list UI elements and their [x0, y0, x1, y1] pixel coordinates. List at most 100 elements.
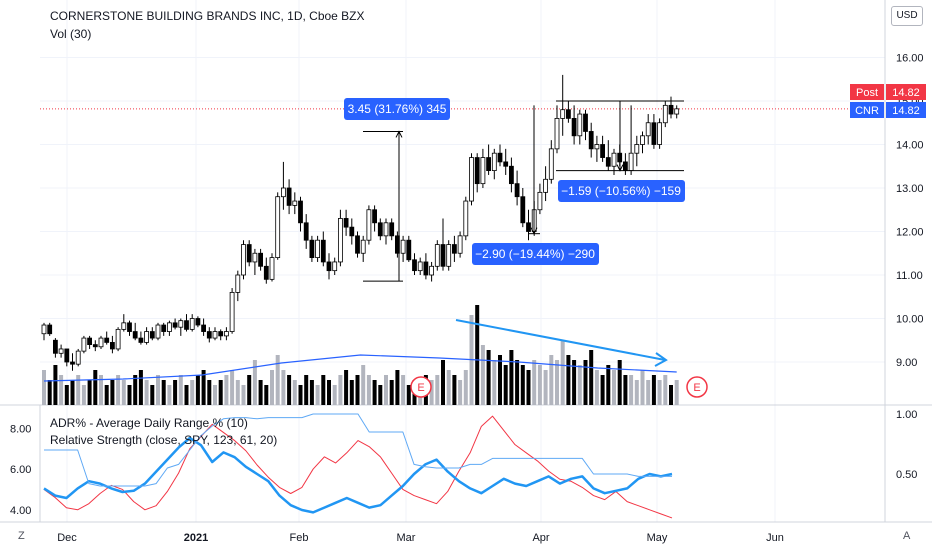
candle-body — [429, 265, 435, 276]
candle-body — [349, 226, 355, 237]
candle-body — [246, 244, 252, 263]
candle-body — [98, 337, 104, 348]
volume-bar — [480, 345, 485, 405]
candle-body — [178, 320, 184, 328]
volume-bar — [76, 375, 81, 405]
price-axis-tick: 11.00 — [896, 270, 923, 282]
volume-bar — [623, 375, 628, 405]
measure-down2-arrowhead — [616, 164, 624, 172]
volume-bar — [327, 380, 331, 405]
candle-body — [195, 318, 201, 326]
candle-body — [138, 337, 144, 343]
volume-bar — [651, 375, 656, 405]
time-axis-tick: 2021 — [184, 532, 208, 544]
volume-bar — [161, 380, 166, 405]
volume-bar — [53, 365, 58, 405]
candle-body — [377, 222, 383, 237]
indicator-right-tick: 0.50 — [896, 469, 917, 481]
candle-body — [269, 257, 275, 280]
volume-bar — [577, 365, 582, 405]
volume-bar — [498, 355, 502, 405]
time-axis-tick: Jun — [766, 532, 784, 544]
volume-bar — [224, 375, 229, 405]
volume-bar — [663, 375, 668, 405]
volume-bar — [520, 365, 525, 405]
volume-bar — [178, 375, 183, 405]
volume-bar — [93, 370, 98, 405]
candle-body — [87, 337, 92, 346]
candle-body — [309, 239, 315, 258]
candle-body — [389, 222, 395, 237]
volume-bar — [549, 355, 554, 405]
candle-body — [235, 274, 241, 293]
candle-body — [104, 337, 110, 343]
candle-body — [53, 339, 58, 354]
candle-body — [600, 144, 605, 158]
relative-strength-line — [43, 436, 673, 514]
volume-bar — [589, 350, 594, 405]
candle-body — [172, 322, 178, 328]
candle-body — [640, 135, 645, 145]
candle-body — [463, 200, 469, 237]
volume-bar — [372, 380, 377, 405]
volume-bar — [315, 385, 320, 405]
volume-trend-arrowhead — [654, 352, 668, 367]
candle-body — [634, 144, 640, 154]
candle-body — [457, 235, 463, 254]
chart-title: CORNERSTONE BUILDING BRANDS INC, 1D, Cbo… — [50, 9, 365, 23]
candle-body — [280, 187, 286, 198]
volume-bar — [121, 380, 126, 405]
candle-body — [486, 157, 492, 172]
volume-bar — [59, 375, 64, 405]
earnings-marker — [410, 376, 432, 398]
volume-label: Vol (30) — [50, 27, 92, 41]
volume-bar — [640, 370, 645, 405]
candle-body — [571, 118, 577, 137]
volume-bar — [389, 380, 394, 405]
volume-bar — [292, 380, 297, 405]
candle-body — [577, 113, 583, 137]
price-tag-label-box — [850, 84, 884, 100]
measure-down2-label: −1.59 (−10.56%) −159 — [561, 184, 681, 198]
volume-bar — [366, 375, 371, 405]
volume-bar — [173, 380, 178, 405]
time-axis-tick: Apr — [532, 532, 549, 544]
candle-body — [326, 261, 332, 272]
log-scale-toggle[interactable]: Z — [18, 530, 25, 542]
price-axis-tick: 16.00 — [896, 53, 924, 65]
candle-body — [543, 178, 548, 193]
price-tag-value: 14.82 — [892, 87, 920, 99]
candle-body — [64, 348, 70, 363]
volume-bar — [104, 385, 109, 405]
volume-bar — [435, 375, 440, 405]
price-tag-label: CNR — [855, 105, 879, 117]
candle-body — [275, 196, 281, 258]
auto-scale-toggle[interactable]: A — [903, 530, 911, 542]
volume-bar — [247, 375, 252, 405]
price-tag-label-box — [850, 102, 884, 118]
currency-button[interactable]: USD — [891, 6, 923, 26]
candle-body — [144, 331, 150, 343]
volume-bar — [332, 385, 337, 405]
volume-bar — [47, 380, 52, 405]
time-axis-tick: Feb — [290, 532, 309, 544]
candle-body — [303, 222, 309, 241]
candle-body — [223, 331, 229, 337]
volume-bar — [133, 375, 138, 405]
candle-body — [92, 344, 98, 348]
adr-indicator-label: ADR% - Average Daily Range % (10) — [50, 416, 248, 430]
candle-body — [628, 152, 634, 171]
candle-body — [110, 342, 115, 350]
candle-body — [58, 348, 64, 354]
candle-body — [332, 261, 338, 272]
candle-body — [514, 183, 520, 198]
time-axis-tick: Mar — [397, 532, 416, 544]
measure-down1-arrowhead — [530, 227, 538, 235]
candle-body — [161, 324, 167, 332]
candle-body — [241, 244, 246, 276]
candle-body — [662, 104, 668, 124]
price-axis-tick: 12.00 — [896, 227, 924, 239]
volume-bar — [99, 375, 103, 405]
candle-body — [657, 122, 662, 145]
